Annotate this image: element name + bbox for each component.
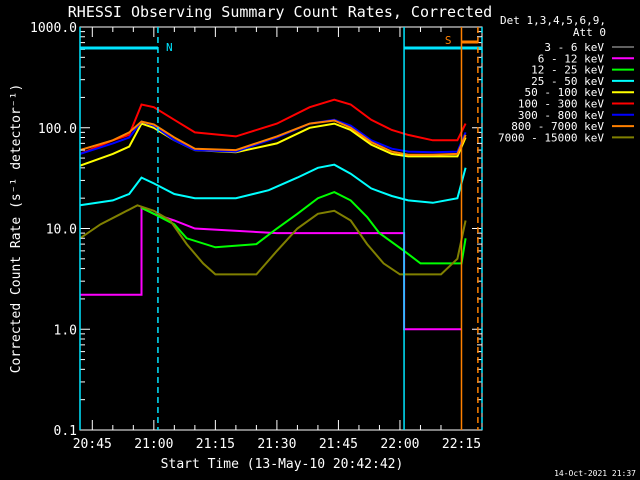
orbit-markers: NS — [79, 27, 483, 430]
x-tick-label: 21:30 — [257, 437, 296, 452]
y-tick-label: 0.1 — [54, 424, 77, 439]
plot-area — [79, 98, 467, 331]
legend-entry-label: 100 - 300 keV — [518, 98, 604, 111]
x-tick-label: 20:45 — [73, 437, 112, 452]
legend-entry-label: 800 - 7000 keV — [511, 120, 604, 133]
series-line-4 — [79, 122, 467, 167]
series-line-7 — [79, 119, 467, 156]
legend-entry-label: 6 - 12 keV — [538, 52, 605, 65]
x-tick-label: 21:00 — [134, 437, 173, 452]
plot-frame — [79, 26, 483, 431]
night-label: N — [166, 41, 173, 54]
series-line-0 — [80, 262, 400, 331]
series-line-2 — [141, 191, 467, 265]
legend-entry-label: 12 - 25 keV — [531, 64, 604, 77]
saa-label: S — [445, 34, 452, 47]
y-tick-label: 1.0 — [54, 323, 77, 338]
legend-entry-label: 50 - 100 keV — [525, 86, 605, 99]
legend-header: Att 0 — [573, 26, 606, 39]
footer-timestamp: 14-Oct-2021 21:37 — [554, 469, 636, 478]
x-tick-label: 22:15 — [442, 437, 481, 452]
legend-entry-label: 300 - 800 keV — [518, 109, 604, 122]
y-axis-label: Corrected Count Rate (s⁻¹ detector⁻¹) — [9, 84, 24, 374]
legend-entry-label: 7000 - 15000 keV — [498, 131, 604, 144]
series-line-5 — [79, 98, 467, 155]
y-tick-label: 10.0 — [46, 223, 77, 238]
legend-entry-label: 3 - 6 keV — [544, 41, 604, 54]
x-tick-label: 21:45 — [319, 437, 358, 452]
y-tick-label: 100.0 — [38, 122, 77, 137]
legend-entry-label: 25 - 50 keV — [531, 75, 604, 88]
chart-title: RHESSI Observing Summary Count Rates, Co… — [68, 3, 492, 21]
x-tick-label: 22:00 — [380, 437, 419, 452]
x-tick-label: 21:15 — [196, 437, 235, 452]
series-line-3 — [79, 163, 467, 207]
y-tick-label: 1000.0 — [30, 21, 77, 36]
legend-header: Det 1,3,4,5,6,9, — [500, 14, 606, 27]
x-axis-label: Start Time (13-May-10 20:42:42) — [161, 457, 404, 472]
series-line-8 — [79, 204, 467, 276]
